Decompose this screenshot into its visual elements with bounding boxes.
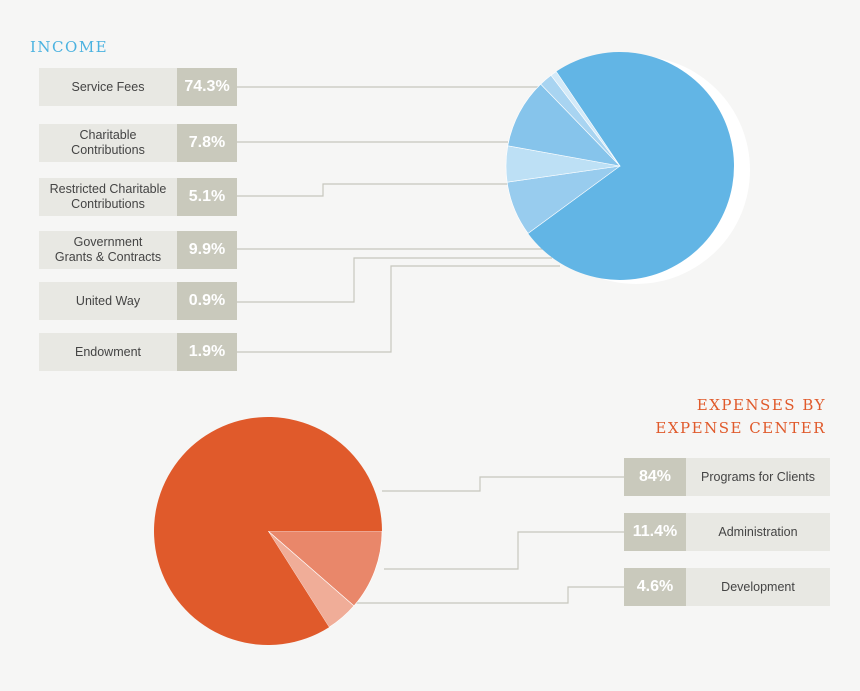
expenses-title-line-2: EXPENSE CENTER — [655, 419, 826, 437]
expenses-pie-chart — [154, 416, 383, 645]
income-value: 5.1% — [177, 178, 237, 216]
expense-row-programs: 84% Programs for Clients — [624, 458, 830, 496]
expense-row-administration: 11.4% Administration — [624, 513, 830, 551]
leader-line — [237, 183, 508, 197]
income-label-line: Service Fees — [71, 79, 145, 94]
expense-value: 4.6% — [624, 568, 686, 606]
expense-row-development: 4.6% Development — [624, 568, 830, 606]
income-row-charitable: Charitable Contributions 7.8% — [39, 124, 237, 162]
leader-line — [384, 531, 624, 570]
income-row-restricted: Restricted Charitable Contributions 5.1% — [39, 178, 237, 216]
expense-slice-programs-for-clients — [154, 416, 382, 645]
income-row-united-way: United Way 0.9% — [39, 282, 237, 320]
income-value: 0.9% — [177, 282, 237, 320]
income-row-government: Government Grants & Contracts 9.9% — [39, 231, 237, 269]
income-row-service-fees: Service Fees 74.3% — [39, 68, 237, 106]
income-label-line: Grants & Contracts — [54, 250, 162, 264]
income-value: 7.8% — [177, 124, 237, 162]
income-row-endowment: Endowment 1.9% — [39, 333, 237, 371]
expense-value: 84% — [624, 458, 686, 496]
expense-label: Programs for Clients — [686, 458, 830, 496]
leader-line — [382, 476, 624, 492]
expense-value: 11.4% — [624, 513, 686, 551]
income-label-line: Government — [73, 235, 143, 249]
income-label: Restricted Charitable Contributions — [39, 178, 177, 216]
income-value: 74.3% — [177, 68, 237, 106]
income-label: Endowment — [39, 333, 177, 371]
income-value: 1.9% — [177, 333, 237, 371]
leader-line — [237, 265, 560, 353]
leader-lines — [237, 86, 624, 604]
expenses-title-line-1: EXPENSES BY — [696, 396, 826, 414]
income-label: Government Grants & Contracts — [39, 231, 177, 269]
income-label: Charitable Contributions — [39, 124, 177, 162]
income-value: 9.9% — [177, 231, 237, 269]
expenses-title: EXPENSES BY EXPENSE CENTER — [566, 394, 826, 440]
income-slice-united-way — [550, 71, 621, 167]
income-slice-service-fees — [528, 51, 734, 280]
income-label-line: Contributions — [71, 197, 145, 211]
expense-label: Administration — [686, 513, 830, 551]
income-label-line: Charitable — [79, 128, 137, 142]
leader-line — [356, 586, 624, 604]
expense-label: Development — [686, 568, 830, 606]
income-title: INCOME — [30, 38, 109, 56]
income-label-line: Contributions — [71, 143, 145, 157]
income-pie-chart — [505, 51, 750, 284]
expense-slice-administration — [267, 530, 383, 607]
income-label-line: Endowment — [74, 344, 141, 359]
income-label: United Way — [39, 282, 177, 320]
income-label-line: United Way — [75, 293, 141, 308]
income-label-line: Restricted Charitable — [49, 182, 167, 196]
leader-line — [237, 257, 552, 303]
income-label: Service Fees — [39, 68, 177, 106]
expense-slice-development — [267, 530, 355, 628]
